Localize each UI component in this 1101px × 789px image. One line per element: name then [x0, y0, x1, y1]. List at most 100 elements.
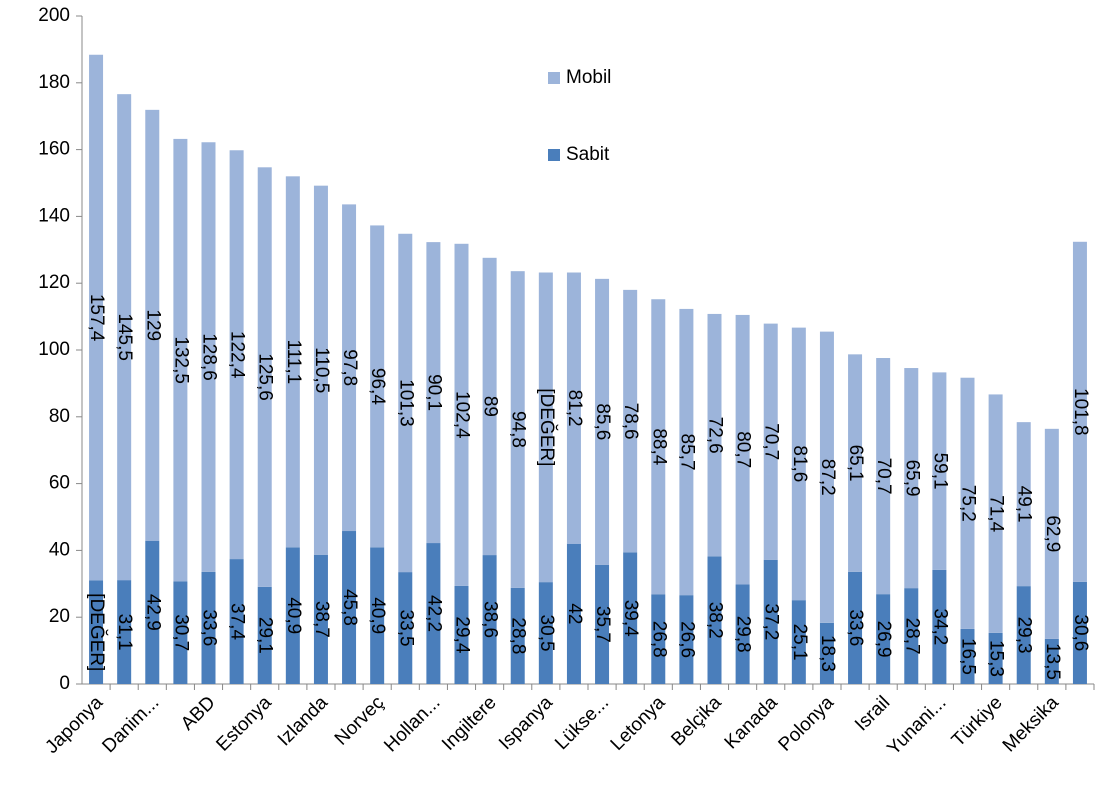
- legend-swatch: [548, 72, 560, 84]
- data-label: 39,4: [620, 600, 641, 637]
- data-label: 128,6: [198, 333, 219, 381]
- bar-segment: [679, 308, 694, 596]
- data-label: 30,5: [536, 615, 557, 652]
- data-label: 29,3: [1014, 617, 1035, 654]
- bar-segment: [819, 331, 834, 623]
- data-label: 26,6: [676, 621, 697, 658]
- data-label: 40,9: [283, 597, 304, 634]
- bar-segment: [313, 185, 328, 555]
- data-label: [DEĞER]: [536, 388, 558, 466]
- bar-segment: [454, 585, 469, 684]
- x-tick-label: Lükse...: [551, 692, 613, 754]
- bar-segment: [988, 394, 1003, 633]
- bar-segment: [426, 543, 441, 684]
- x-tick-label: Danim...: [98, 692, 163, 757]
- x-tick-label: Ispanya: [495, 692, 557, 754]
- bar-segment: [454, 243, 469, 586]
- bar-segment: [1016, 586, 1031, 684]
- data-label: 70,7: [873, 458, 894, 495]
- bar-segment: [595, 278, 610, 565]
- y-tick-label: 60: [49, 473, 70, 494]
- x-tick-label: Kanada: [721, 692, 782, 753]
- data-label: 15,3: [986, 640, 1007, 677]
- bar-segment: [679, 595, 694, 684]
- data-label: 26,8: [648, 621, 669, 658]
- bar-segment: [988, 632, 1003, 684]
- data-label: 125,6: [255, 353, 276, 401]
- bar-segment: [876, 358, 891, 595]
- bar-segment: [229, 559, 244, 684]
- data-label: 96,4: [367, 368, 388, 405]
- bar-segment: [566, 272, 581, 544]
- bar-segment: [932, 569, 947, 684]
- bar-segment: [651, 594, 666, 684]
- data-label: 122,4: [227, 331, 248, 379]
- data-label: 37,4: [227, 603, 248, 640]
- legend-swatch: [548, 149, 560, 161]
- y-tick-label: 100: [38, 339, 70, 360]
- x-tick-label: Meksika: [999, 692, 1063, 756]
- data-label: 81,2: [564, 390, 585, 427]
- x-tick-label: Israil: [851, 692, 894, 735]
- bar-segment: [791, 600, 806, 684]
- bar-segment: [257, 167, 272, 587]
- data-label: 89: [480, 396, 501, 417]
- data-label: 29,1: [255, 617, 276, 654]
- bar-segment: [370, 547, 385, 684]
- data-label: 38,7: [311, 601, 332, 638]
- x-tick-label: Ingiltere: [438, 692, 501, 755]
- bar-segment: [89, 54, 104, 581]
- data-label: 65,1: [845, 445, 866, 482]
- data-label: 42,9: [142, 594, 163, 631]
- y-tick-label: 0: [59, 673, 70, 694]
- x-tick-label: Hollan...: [380, 692, 444, 756]
- data-label: 101,8: [1070, 388, 1091, 436]
- data-label: 40,9: [367, 597, 388, 634]
- legend-label: Sabit: [566, 144, 610, 165]
- data-label: 45,8: [339, 589, 360, 626]
- data-label: 94,8: [508, 411, 529, 448]
- bar-segment: [117, 580, 132, 684]
- y-tick-label: 140: [38, 205, 70, 226]
- data-label: 90,1: [423, 374, 444, 411]
- data-label: 13,5: [1042, 643, 1063, 680]
- bar-segment: [1044, 428, 1059, 639]
- y-tick-label: 80: [49, 406, 70, 427]
- data-label: 38,6: [480, 601, 501, 638]
- bar-segment: [848, 571, 863, 684]
- bar-segment: [763, 559, 778, 684]
- bar-segment: [398, 572, 413, 684]
- data-label: 42: [564, 603, 585, 624]
- bar-segment: [370, 225, 385, 548]
- bar-segment: [1016, 422, 1031, 587]
- bar-segment: [707, 313, 722, 557]
- bar-segment: [848, 354, 863, 572]
- data-label: 59,1: [929, 453, 950, 490]
- data-label: 85,7: [676, 434, 697, 471]
- data-label: 70,7: [761, 423, 782, 460]
- data-label: 33,5: [395, 610, 416, 647]
- bar-segment: [426, 242, 441, 544]
- x-tick-label: Türkiye: [948, 692, 1007, 751]
- bar-segment: [313, 554, 328, 684]
- data-label: 34,2: [929, 608, 950, 645]
- bar-segment: [791, 327, 806, 601]
- bar-segment: [904, 588, 919, 684]
- bar-segment: [482, 555, 497, 684]
- data-label: 97,8: [339, 349, 360, 386]
- y-tick-label: 180: [38, 72, 70, 93]
- data-label: 102,4: [451, 391, 472, 439]
- data-label: 132,5: [170, 336, 191, 384]
- bar-segment: [117, 94, 132, 581]
- bar-segment: [342, 531, 357, 684]
- y-tick-label: 40: [49, 539, 70, 560]
- data-label: 145,5: [114, 313, 135, 361]
- data-label: 29,4: [451, 616, 472, 653]
- bar-segment: [173, 581, 188, 684]
- data-label: 25,1: [789, 624, 810, 661]
- x-tick-label: Letonya: [607, 692, 670, 755]
- bar-segment: [538, 582, 553, 684]
- data-label: 62,9: [1042, 515, 1063, 552]
- bar-segment: [482, 257, 497, 556]
- data-label: 75,2: [957, 485, 978, 522]
